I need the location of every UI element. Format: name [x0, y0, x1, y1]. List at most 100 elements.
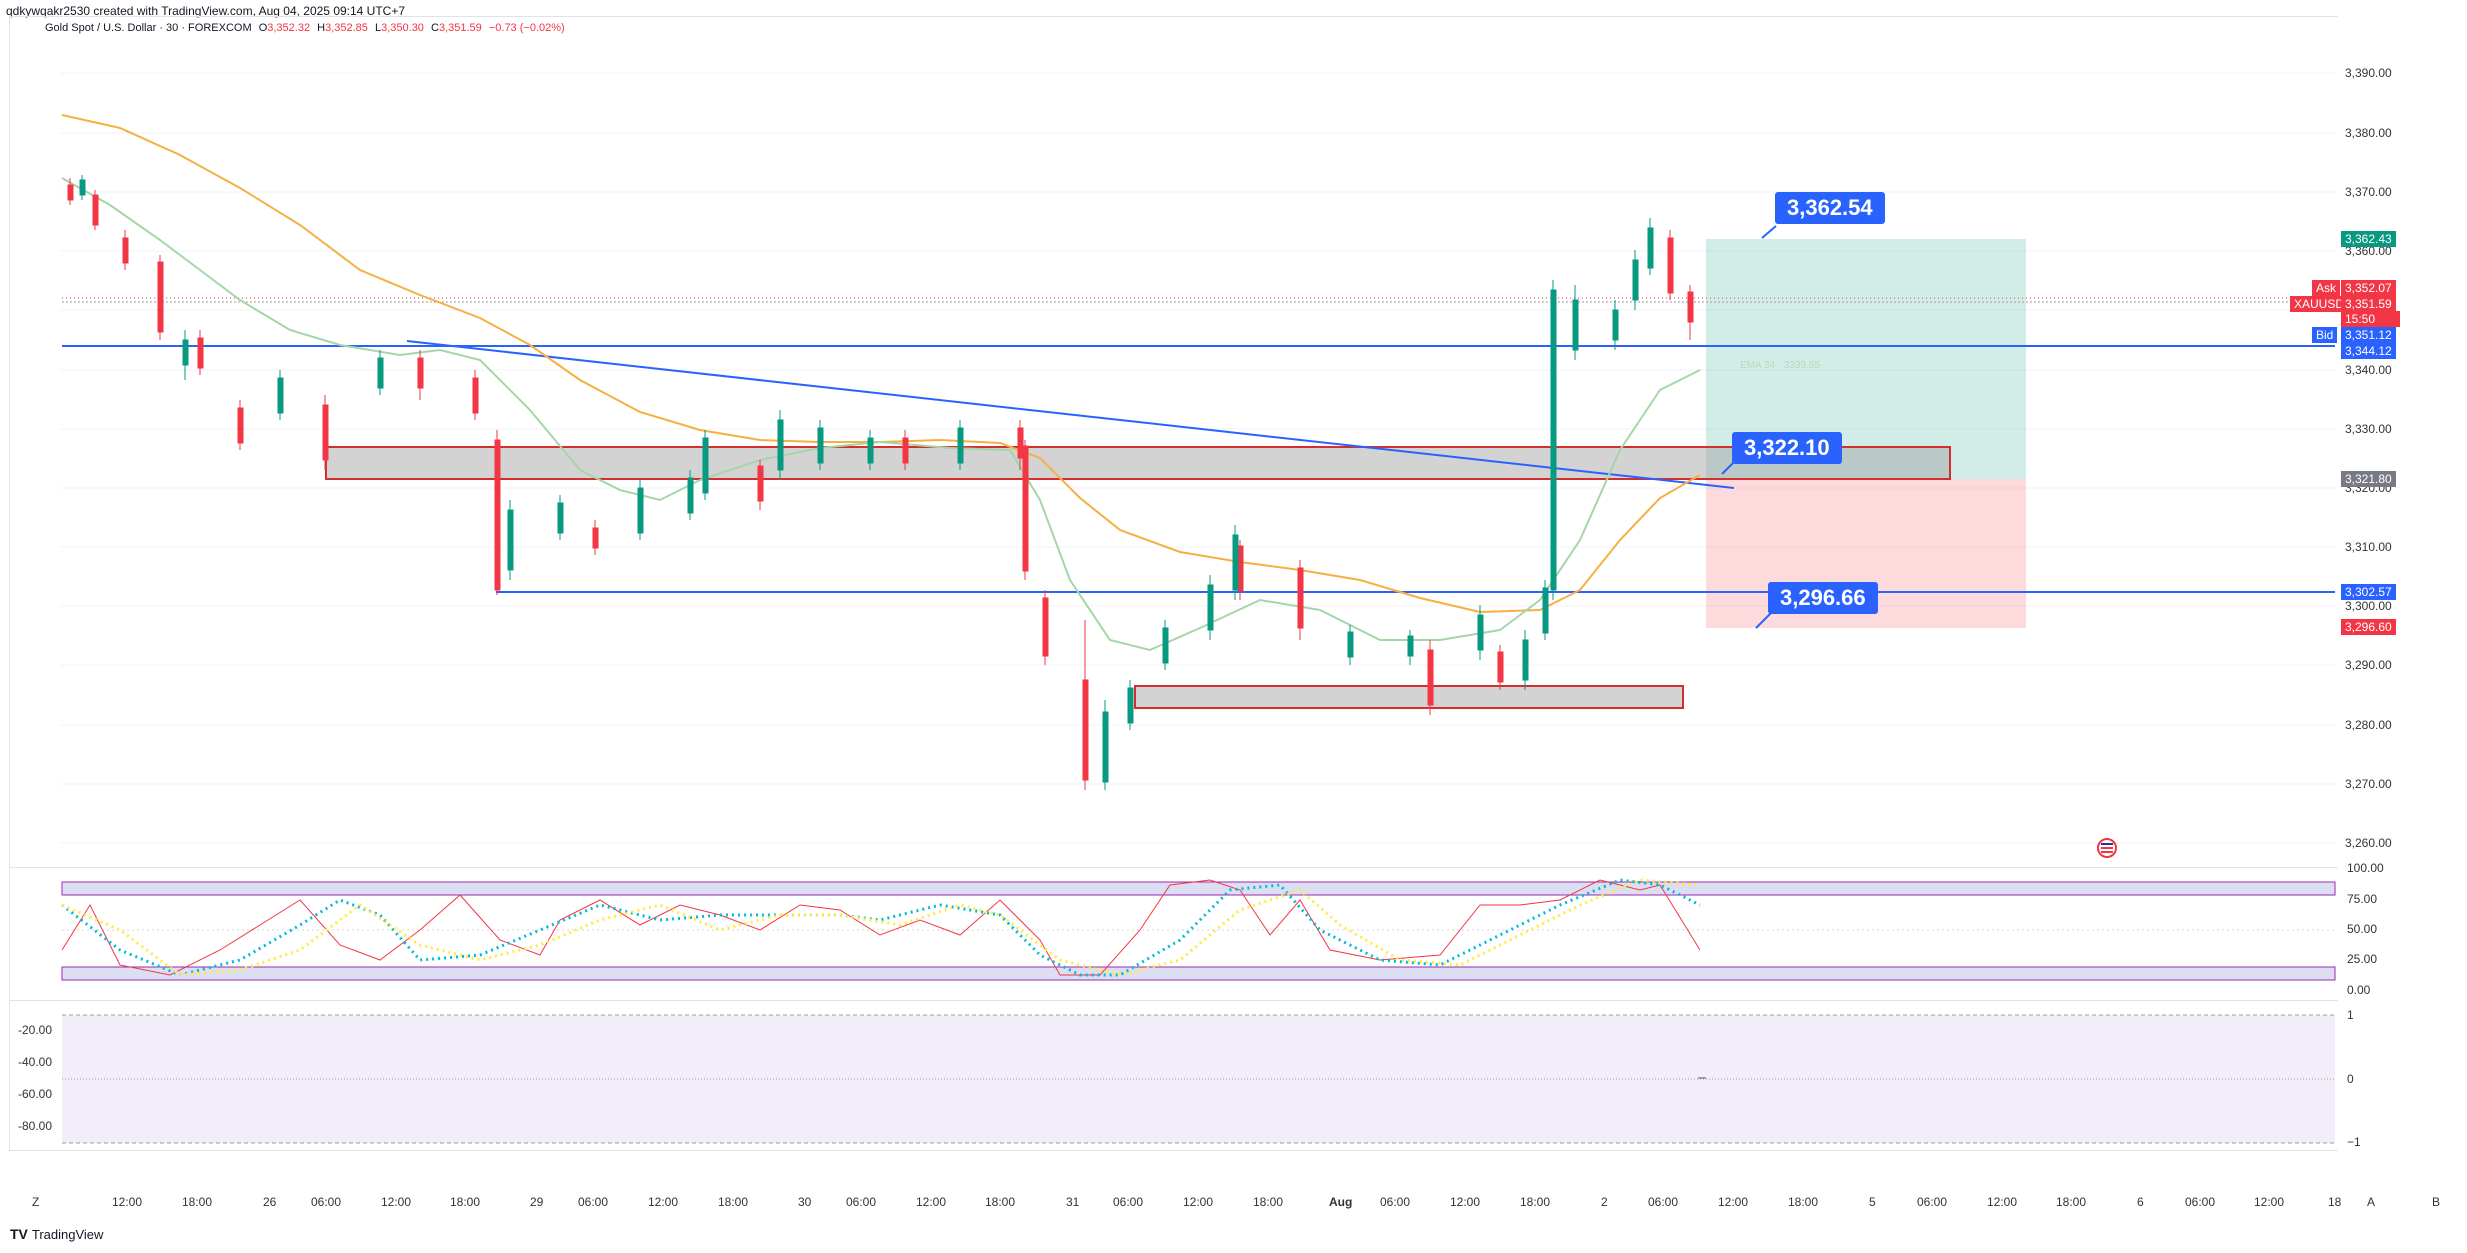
ask-price-badge: 3,352.07	[2341, 280, 2396, 296]
osc-right-tick: 0	[2347, 1072, 2354, 1086]
time-tick: 06:00	[1917, 1195, 1948, 1209]
ema-label: EMA 34 · 3339.55	[1740, 360, 1821, 371]
tradingview-logo-icon: TV	[10, 1226, 28, 1242]
ohlc-c: 3,351.59	[438, 22, 482, 34]
time-tick: 12:00	[916, 1195, 947, 1209]
chart-credit: qdkywqakr2530 created with TradingView.c…	[6, 4, 406, 18]
time-tick: 26	[263, 1195, 277, 1209]
stoch-tick: 75.00	[2347, 892, 2378, 906]
time-tick: 5	[1869, 1195, 1876, 1209]
bid-price-badge: 3,351.12	[2341, 327, 2396, 343]
price-tick: 3,330.00	[2345, 422, 2392, 436]
stoch-pane[interactable]	[9, 866, 2338, 1001]
tradingview-logo[interactable]: TV TradingView	[10, 1226, 103, 1242]
ema-slow-line	[61, 114, 1701, 614]
price-tick: 3,270.00	[2345, 777, 2392, 791]
log-scale-button[interactable]: B	[2432, 1195, 2441, 1209]
us-flag-icon	[2097, 838, 2117, 858]
price-tick: 3,300.00	[2345, 599, 2392, 613]
price-tick: 3,290.00	[2345, 658, 2392, 672]
time-tick: 2	[1601, 1195, 1608, 1209]
time-tick: 06:00	[1380, 1195, 1411, 1209]
symbol-legend[interactable]: Gold Spot / U.S. Dollar · 30 · FOREXCOM …	[45, 22, 565, 34]
symbol-tag-badge: XAUUSD	[2290, 296, 2349, 312]
trendline	[406, 340, 1735, 489]
candlesticks	[67, 175, 1694, 790]
ohlc-l-label: L	[374, 22, 382, 34]
time-tick: 18:00	[450, 1195, 481, 1209]
stoch-tick: 50.00	[2347, 922, 2378, 936]
price-tick: 3,360.00	[2345, 244, 2392, 258]
main-pane[interactable]	[9, 16, 2338, 868]
stoch-tick: 0.00	[2347, 983, 2371, 997]
time-tick: 06:00	[1648, 1195, 1679, 1209]
price-tick: 3,380.00	[2345, 126, 2392, 140]
ohlc-change: −0.73 (−0.02%)	[488, 22, 565, 34]
support-price-badge: 3,302.57	[2341, 584, 2396, 600]
time-tick: 18:00	[1788, 1195, 1819, 1209]
ohlc-l: 3,350.30	[381, 22, 424, 34]
osc-right-tick: −1	[2347, 1135, 2361, 1149]
time-tick: 18:00	[1253, 1195, 1284, 1209]
time-tick: 18:00	[985, 1195, 1016, 1209]
price-tick: 3,280.00	[2345, 718, 2392, 732]
price-tick: 3,390.00	[2345, 66, 2392, 80]
stop-price-badge: 3,296.60	[2341, 619, 2396, 635]
time-axis-left-label[interactable]: Z	[32, 1195, 40, 1209]
time-tick: 12:00	[112, 1195, 143, 1209]
time-tick: 31	[1066, 1195, 1080, 1209]
time-axis[interactable]: Z 12:00 18:00 26 06:00 12:00 18:00 29 06…	[0, 1195, 2467, 1211]
time-tick: 12:00	[1183, 1195, 1214, 1209]
time-tick: 12:00	[2254, 1195, 2285, 1209]
time-tick: 12:00	[1987, 1195, 2018, 1209]
bid-label-badge: Bid	[2312, 327, 2338, 343]
stoch-upper-band	[61, 881, 2336, 896]
price-tick: 3,340.00	[2345, 363, 2392, 377]
time-tick: 12:00	[1450, 1195, 1481, 1209]
osc-left-tick: -20.00	[18, 1023, 53, 1037]
osc-pane[interactable]	[9, 1000, 2338, 1151]
time-tick: 18:00	[718, 1195, 749, 1209]
entry-price-badge: 3,321.80	[2341, 471, 2396, 487]
tradingview-logo-text: TradingView	[31, 1226, 104, 1242]
stoch-tick: 100.00	[2347, 861, 2384, 875]
ohlc-h: 3,352.85	[325, 22, 368, 34]
target-callout[interactable]: 3,362.54	[1775, 192, 1885, 224]
ask-label-badge: Ask	[2312, 280, 2341, 296]
hline-price-badge: 3,344.12	[2341, 343, 2396, 359]
time-tick: 6	[2137, 1195, 2144, 1209]
target-price-badge: 3,362.43	[2341, 231, 2396, 247]
osc-left-tick: -60.00	[18, 1087, 53, 1101]
time-tick: 12:00	[381, 1195, 412, 1209]
osc-left-tick: -80.00	[18, 1119, 53, 1133]
auto-scale-button[interactable]: A	[2367, 1195, 2376, 1209]
entry-callout[interactable]: 3,322.10	[1732, 432, 1842, 464]
time-tick: 06:00	[578, 1195, 609, 1209]
osc-right-tick: 1	[2347, 1008, 2354, 1022]
time-tick: Aug	[1329, 1195, 1353, 1209]
ohlc-o-label: O	[258, 22, 268, 34]
time-tick: 06:00	[2185, 1195, 2216, 1209]
demand-zone	[1134, 685, 1684, 709]
ohlc-h-label: H	[317, 22, 326, 34]
price-tick: 3,260.00	[2345, 836, 2392, 850]
time-tick: 06:00	[1113, 1195, 1144, 1209]
stop-callout[interactable]: 3,296.66	[1768, 582, 1878, 614]
time-tick: 06:00	[311, 1195, 342, 1209]
resistance-zone	[325, 446, 1951, 480]
time-tick: 06:00	[846, 1195, 877, 1209]
time-tick: 30	[798, 1195, 812, 1209]
time-tick: 18	[2328, 1195, 2342, 1209]
ema-fast-line	[61, 177, 1701, 652]
stoch-lower-band	[61, 966, 2336, 981]
price-tick: 3,370.00	[2345, 185, 2392, 199]
countdown-badge: 15:50	[2341, 311, 2400, 327]
stoch-tick: 25.00	[2347, 952, 2378, 966]
price-tick: 3,310.00	[2345, 540, 2392, 554]
stoch-red-line	[61, 879, 1701, 976]
time-tick: 18:00	[1520, 1195, 1551, 1209]
time-tick: 12:00	[1718, 1195, 1749, 1209]
stoch-yellow-dots	[61, 878, 1701, 977]
osc-left-tick: -40.00	[18, 1055, 53, 1069]
